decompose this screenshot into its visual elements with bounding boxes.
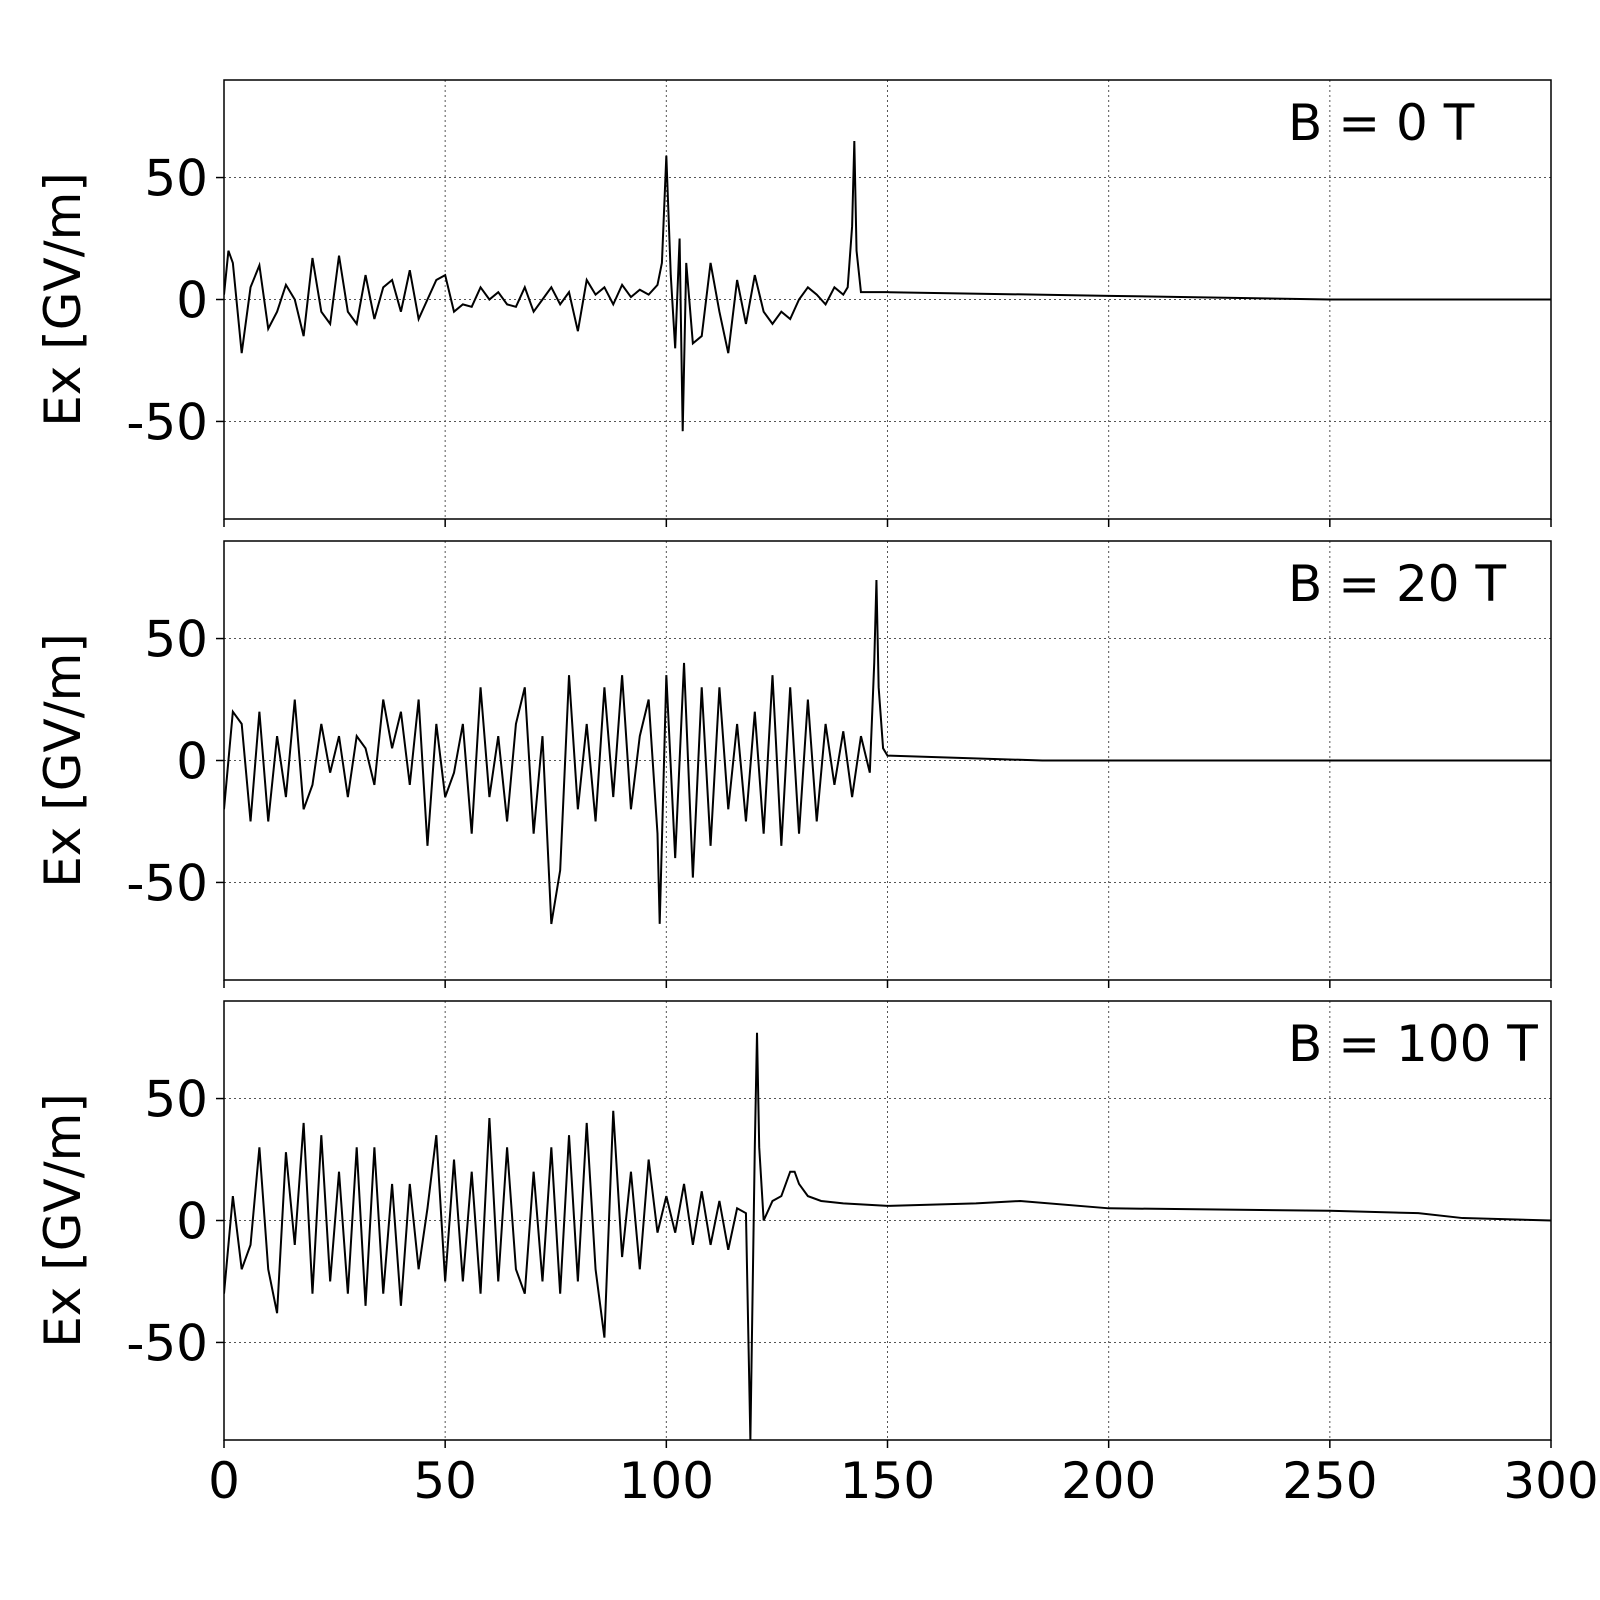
y-tick-label: 0 [176,272,208,330]
plot-frame [223,540,1552,981]
plot-frame [223,1000,1552,1441]
annotation: B = 0 T [1288,94,1475,152]
x-tick-label: 100 [619,1452,714,1510]
data-line [224,140,1551,432]
panel: -50 0 50 B = 20 T Ex [GV/m] [34,540,1552,988]
y-tick-label: 50 [144,1071,208,1129]
y-axis-label: Ex [GV/m] [34,172,92,427]
panel: 0 50 100 150 200 250 300 -50 0 50 B = 100 T Ex [GV/… [34,1000,1599,1510]
annotation: B = 100 T [1288,1015,1538,1073]
data-line [224,579,1551,925]
panel: -50 0 50 B = 0 T Ex [GV/m] [34,79,1552,527]
y-axis-label: Ex [GV/m] [34,1093,92,1348]
plot-frame [223,79,1552,520]
x-tick-label: 300 [1503,1452,1598,1510]
x-tick-label: 150 [840,1452,935,1510]
x-tick-label: 250 [1282,1452,1377,1510]
y-tick-label: 50 [144,611,208,669]
annotation: B = 20 T [1288,555,1507,613]
y-tick-label: -50 [126,393,208,451]
y-tick-label: 0 [176,1193,208,1251]
y-tick-label: 50 [144,150,208,208]
x-tick-label: 50 [413,1452,477,1510]
y-tick-label: 0 [176,733,208,791]
data-line [224,1032,1551,1440]
y-axis-label: Ex [GV/m] [34,633,92,888]
x-tick-label: 200 [1061,1452,1156,1510]
x-tick-label: 0 [208,1452,240,1510]
y-tick-label: -50 [126,854,208,912]
y-tick-label: -50 [126,1314,208,1372]
